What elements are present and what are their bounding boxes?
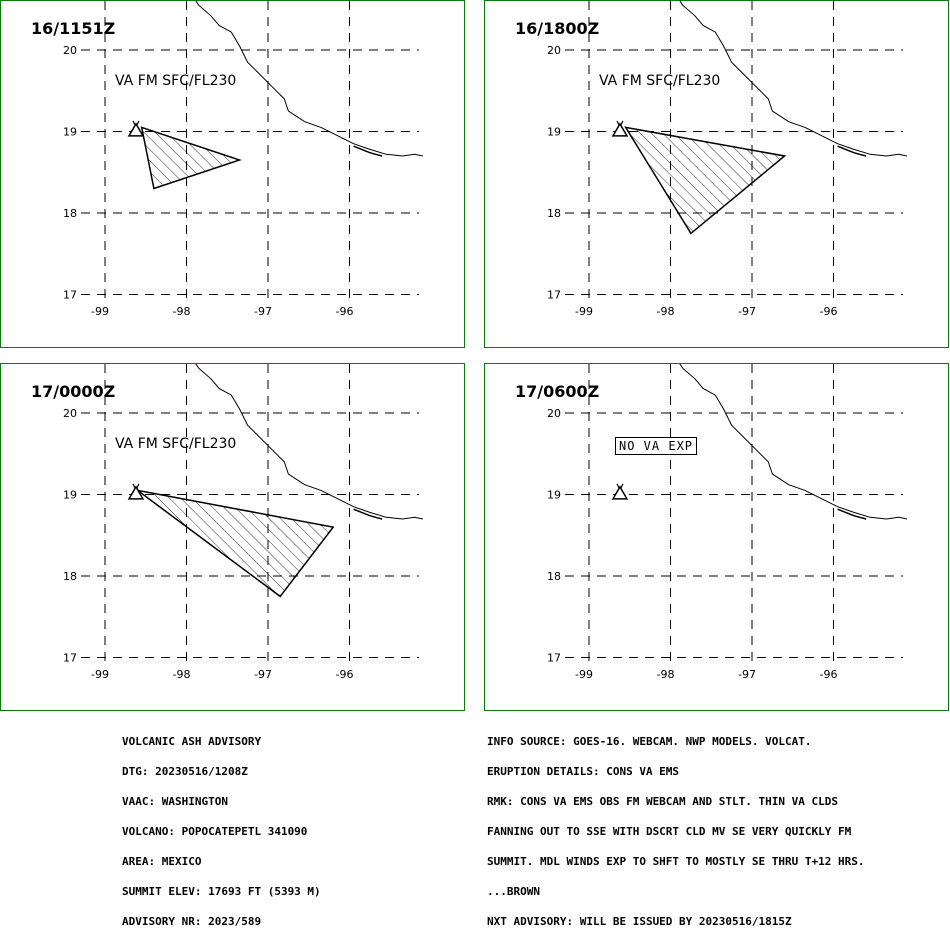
lagoon (837, 145, 867, 157)
lat-tick-label: 19 (547, 126, 561, 139)
volcano-icon (611, 483, 629, 500)
lat-tick-label: 20 (547, 407, 561, 420)
lagoon (837, 508, 867, 520)
panel-time: 17/0000Z (31, 382, 116, 401)
volcano-icon (611, 120, 629, 137)
map-canvas-2: 20 19 18 17 -99 -98 -97 -96 (547, 1, 908, 318)
lat-tick-label: 20 (63, 407, 77, 420)
lon-tick-label: -96 (336, 305, 354, 318)
panel-time: 16/1151Z (31, 19, 116, 38)
advisory-line: RMK: CONS VA EMS OBS FM WEBCAM AND STLT.… (487, 795, 838, 808)
map-canvas-4: 20 19 18 17 -99 -98 -97 -96 (547, 364, 908, 681)
advisory-line: DTG: 20230516/1208Z (122, 765, 248, 778)
lon-tick-label: -96 (820, 305, 838, 318)
lon-tick-label: -96 (820, 668, 838, 681)
advisory-line: ADVISORY NR: 2023/589 (122, 915, 262, 928)
coastline (195, 1, 424, 157)
lon-tick-label: -99 (575, 668, 593, 681)
advisory-text-left: VOLCANIC ASH ADVISORY DTG: 20230516/1208… (122, 717, 321, 937)
no-va-exp-box: NO VA EXP (615, 437, 698, 455)
lat-tick-label: 19 (63, 489, 77, 502)
lat-tick-label: 18 (63, 570, 77, 583)
coastline (679, 1, 908, 157)
ash-height-label: VA FM SFC/FL230 (599, 73, 721, 89)
lat-tick-label: 19 (547, 489, 561, 502)
lon-tick-label: -98 (173, 305, 191, 318)
lagoon (353, 508, 383, 520)
advisory-line: FANNING OUT TO SSE WITH DSCRT CLD MV SE … (487, 825, 852, 838)
lat-tick-label: 18 (547, 570, 561, 583)
advisory-line: SUMMIT. MDL WINDS EXP TO SHFT TO MOSTLY … (487, 855, 865, 868)
ash-height-label: VA FM SFC/FL230 (115, 73, 237, 89)
advisory-line: NXT ADVISORY: WILL BE ISSUED BY 20230516… (487, 915, 792, 928)
volcano-icon (127, 120, 145, 137)
coastline (679, 364, 908, 520)
ash-cloud-polygon (624, 126, 787, 235)
advisory-line: ...BROWN (487, 885, 540, 898)
lon-tick-label: -99 (91, 305, 109, 318)
advisory-line: SUMMIT ELEV: 17693 FT (5393 M) (122, 885, 321, 898)
lagoon (353, 145, 383, 157)
panel-time: 17/0600Z (515, 382, 600, 401)
advisory-line: VOLCANIC ASH ADVISORY (122, 735, 262, 748)
advisory-line: VOLCANO: POPOCATEPETL 341090 (122, 825, 308, 838)
map-panel-2: 20 19 18 17 -99 -98 -97 -96 16/1800Z VA FM SFC/… (484, 0, 949, 348)
lon-tick-label: -98 (657, 668, 675, 681)
advisory-line: VAAC: WASHINGTON (122, 795, 228, 808)
lat-tick-label: 17 (63, 652, 77, 665)
ash-height-label: VA FM SFC/FL230 (115, 436, 237, 452)
lon-tick-label: -97 (738, 668, 756, 681)
lat-tick-label: 19 (63, 126, 77, 139)
lat-tick-label: 17 (547, 289, 561, 302)
lon-tick-label: -99 (575, 305, 593, 318)
lon-tick-label: -98 (657, 305, 675, 318)
lon-tick-label: -97 (254, 668, 272, 681)
ash-cloud-polygon (140, 126, 242, 190)
lat-tick-label: 18 (63, 207, 77, 220)
lat-tick-label: 17 (63, 289, 77, 302)
map-canvas-1: 20 19 18 17 -99 -98 -97 -96 (63, 1, 424, 318)
ash-cloud-polygon (137, 489, 335, 598)
lon-tick-label: -97 (738, 305, 756, 318)
advisory-line: INFO SOURCE: GOES-16. WEBCAM. NWP MODELS… (487, 735, 812, 748)
coastline (195, 364, 424, 520)
map-panel-4: 20 19 18 17 -99 -98 -97 -96 17/0600Z NO VA EXP (484, 363, 949, 711)
lat-tick-label: 20 (63, 44, 77, 57)
lon-tick-label: -96 (336, 668, 354, 681)
lon-tick-label: -99 (91, 668, 109, 681)
volcano-icon (127, 483, 145, 500)
lat-tick-label: 17 (547, 652, 561, 665)
advisory-line: ERUPTION DETAILS: CONS VA EMS (487, 765, 680, 778)
lat-tick-label: 18 (547, 207, 561, 220)
lon-tick-label: -98 (173, 668, 191, 681)
advisory-text-right: INFO SOURCE: GOES-16. WEBCAM. NWP MODELS… (487, 717, 865, 937)
advisory-line: AREA: MEXICO (122, 855, 202, 868)
map-panel-1: 20 19 18 17 -99 -98 -97 -96 16/1151Z VA FM SFC/… (0, 0, 465, 348)
map-panel-3: 20 19 18 17 -99 -98 -97 -96 17/0000Z VA FM SFC/… (0, 363, 465, 711)
lat-tick-label: 20 (547, 44, 561, 57)
map-canvas-3: 20 19 18 17 -99 -98 -97 -96 (63, 364, 424, 681)
panel-time: 16/1800Z (515, 19, 600, 38)
lon-tick-label: -97 (254, 305, 272, 318)
